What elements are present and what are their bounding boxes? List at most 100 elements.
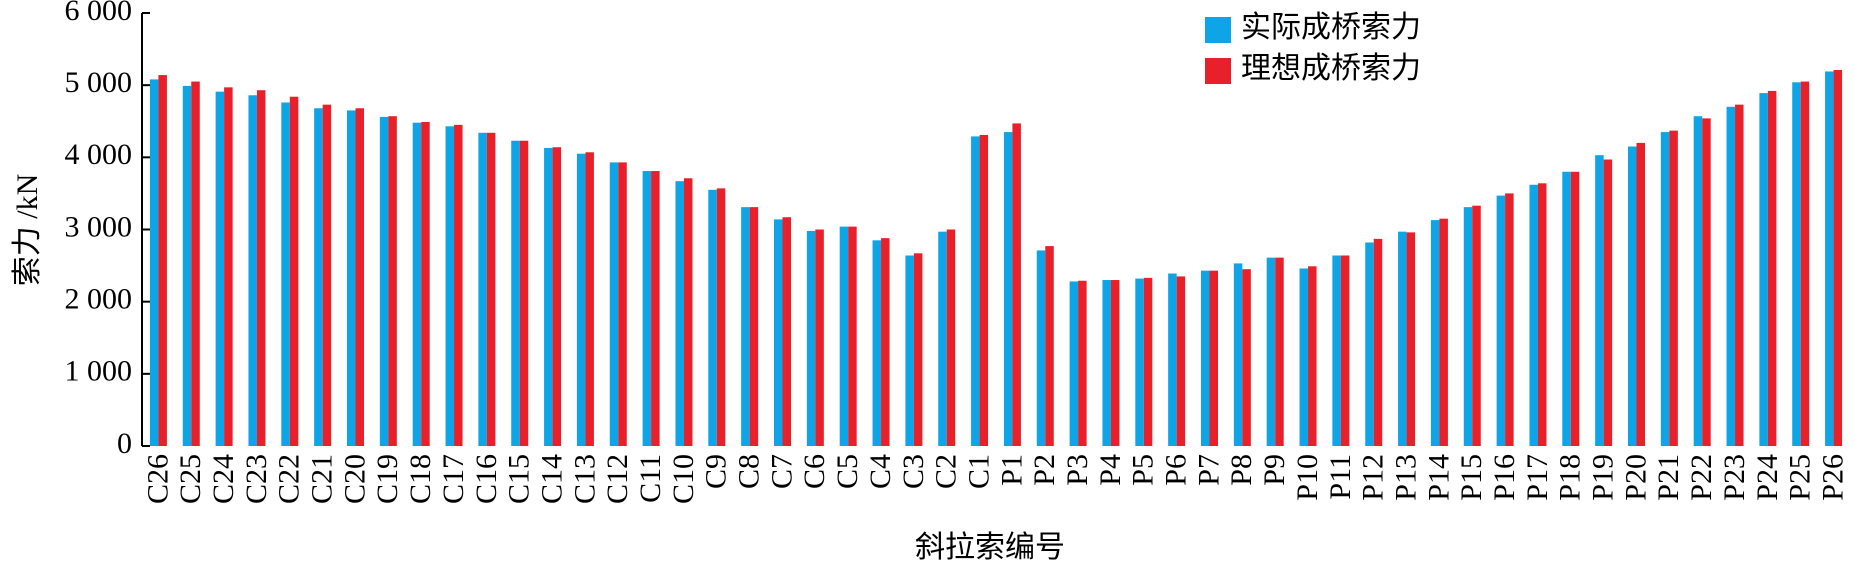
bar (1406, 232, 1416, 446)
bar (191, 81, 200, 446)
bar (1833, 70, 1843, 447)
x-tick-label: P10 (1291, 454, 1324, 501)
legend-label: 实际成桥索力 (1241, 11, 1421, 44)
bar (1792, 82, 1801, 446)
bar (552, 147, 562, 447)
bar (872, 240, 882, 446)
x-tick-label: C21 (306, 454, 339, 504)
x-tick-label: P7 (1192, 454, 1225, 486)
x-tick-label: C11 (634, 454, 667, 503)
bar (1036, 250, 1046, 446)
x-tick-label: C4 (864, 454, 897, 489)
bar (585, 152, 594, 446)
x-tick-label: P2 (1028, 454, 1061, 486)
bar (576, 153, 586, 446)
bar (1825, 71, 1834, 446)
x-tick-label: C24 (207, 454, 240, 504)
x-tick-label: P15 (1455, 454, 1488, 501)
bar (1603, 159, 1613, 446)
bar (519, 140, 529, 447)
bar (1537, 183, 1547, 446)
bar (445, 126, 455, 446)
bar (618, 162, 627, 446)
bar (1636, 142, 1645, 446)
x-tick-label: P11 (1324, 454, 1357, 500)
x-tick-label: C17 (437, 454, 470, 504)
bar (839, 226, 849, 446)
x-tick-label: C8 (733, 454, 766, 489)
bar (1045, 246, 1054, 446)
x-tick-label: P25 (1784, 454, 1817, 501)
bar (675, 181, 684, 447)
bar (1430, 220, 1440, 446)
bar (1209, 270, 1218, 446)
bar (215, 91, 225, 446)
bar (355, 108, 364, 446)
bar (848, 226, 857, 446)
bar (1168, 273, 1177, 446)
bar (946, 229, 956, 446)
x-tick-label: P17 (1521, 454, 1554, 501)
bar (1463, 207, 1473, 446)
bar (1308, 266, 1317, 446)
bar (1340, 255, 1350, 446)
x-tick-label: C25 (174, 454, 207, 504)
x-tick-label: P19 (1587, 454, 1620, 501)
x-tick-label: P22 (1685, 454, 1718, 501)
x-tick-label: C19 (371, 454, 404, 504)
bar (1398, 231, 1407, 446)
bar (281, 102, 290, 446)
bar (741, 207, 750, 446)
x-tick-label: C14 (535, 454, 568, 504)
bar (1110, 280, 1120, 446)
bar (289, 96, 299, 447)
bar (1726, 106, 1736, 447)
x-tick-label: C2 (930, 454, 963, 489)
x-tick-label: P14 (1422, 454, 1455, 501)
bar (913, 253, 923, 446)
bar (149, 79, 159, 446)
bar (1472, 205, 1481, 446)
bar (1201, 270, 1210, 446)
bar (454, 124, 463, 446)
bar (1439, 218, 1448, 446)
bar (905, 255, 914, 446)
bar (1275, 257, 1284, 446)
bar (609, 162, 619, 446)
x-tick-label: P8 (1225, 454, 1258, 486)
x-tick-label: P3 (1061, 454, 1094, 486)
x-tick-label: C13 (568, 454, 601, 504)
x-tick-label: P13 (1389, 454, 1422, 501)
bar (971, 136, 980, 446)
x-tick-label: C3 (897, 454, 930, 489)
bar (1069, 281, 1079, 446)
bar (774, 219, 783, 446)
bar (1735, 104, 1744, 446)
bar (708, 189, 717, 446)
y-axis-label: 索力 /kN (11, 174, 44, 287)
bar (1669, 130, 1678, 447)
bar (224, 87, 233, 446)
bar (511, 140, 520, 447)
x-tick-label: P20 (1619, 454, 1652, 501)
bar (412, 122, 422, 447)
bar (683, 178, 693, 447)
x-tick-label: P5 (1127, 454, 1160, 486)
bar (478, 132, 487, 446)
bar (158, 75, 167, 447)
bar (421, 121, 430, 446)
bar (1012, 123, 1021, 446)
x-tick-label: P21 (1652, 454, 1685, 501)
bar (486, 132, 496, 446)
bar (1595, 155, 1604, 446)
legend-swatch (1205, 58, 1231, 84)
bar (1078, 280, 1087, 446)
x-tick-label: C26 (141, 454, 174, 504)
x-tick-label: P24 (1751, 454, 1784, 501)
bar (388, 116, 397, 446)
x-tick-label: C16 (470, 454, 503, 504)
bar (1562, 171, 1571, 446)
bar (642, 171, 652, 447)
bar (1299, 268, 1309, 446)
